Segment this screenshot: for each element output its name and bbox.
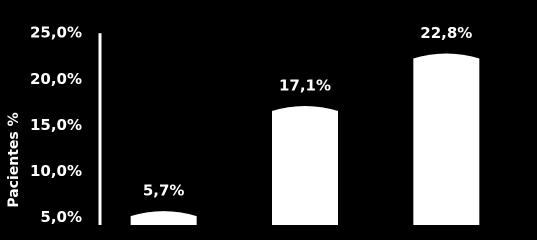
bar [413, 53, 480, 225]
y-axis-title: Pacientes % [6, 112, 22, 207]
y-tick-label: 10,0% [30, 162, 82, 180]
y-tick-label: 5,0% [40, 208, 82, 225]
y-tick-label: 25,0% [30, 24, 82, 42]
page: {"chart_data": {"type": "bar", "y_label"… [6, 23, 480, 225]
value-label: 5,7% [143, 182, 185, 200]
y-tick-label: 20,0% [30, 70, 82, 88]
y-tick-label: 15,0% [30, 116, 82, 134]
bar [130, 211, 197, 225]
chart: Pacientes % 5,0% 10,0% 15,0% 20,0% 25,0% 5,7%… [6, 24, 480, 225]
bar [272, 106, 338, 225]
value-label: 22,8% [420, 24, 472, 42]
value-label: 17,1% [279, 77, 331, 95]
